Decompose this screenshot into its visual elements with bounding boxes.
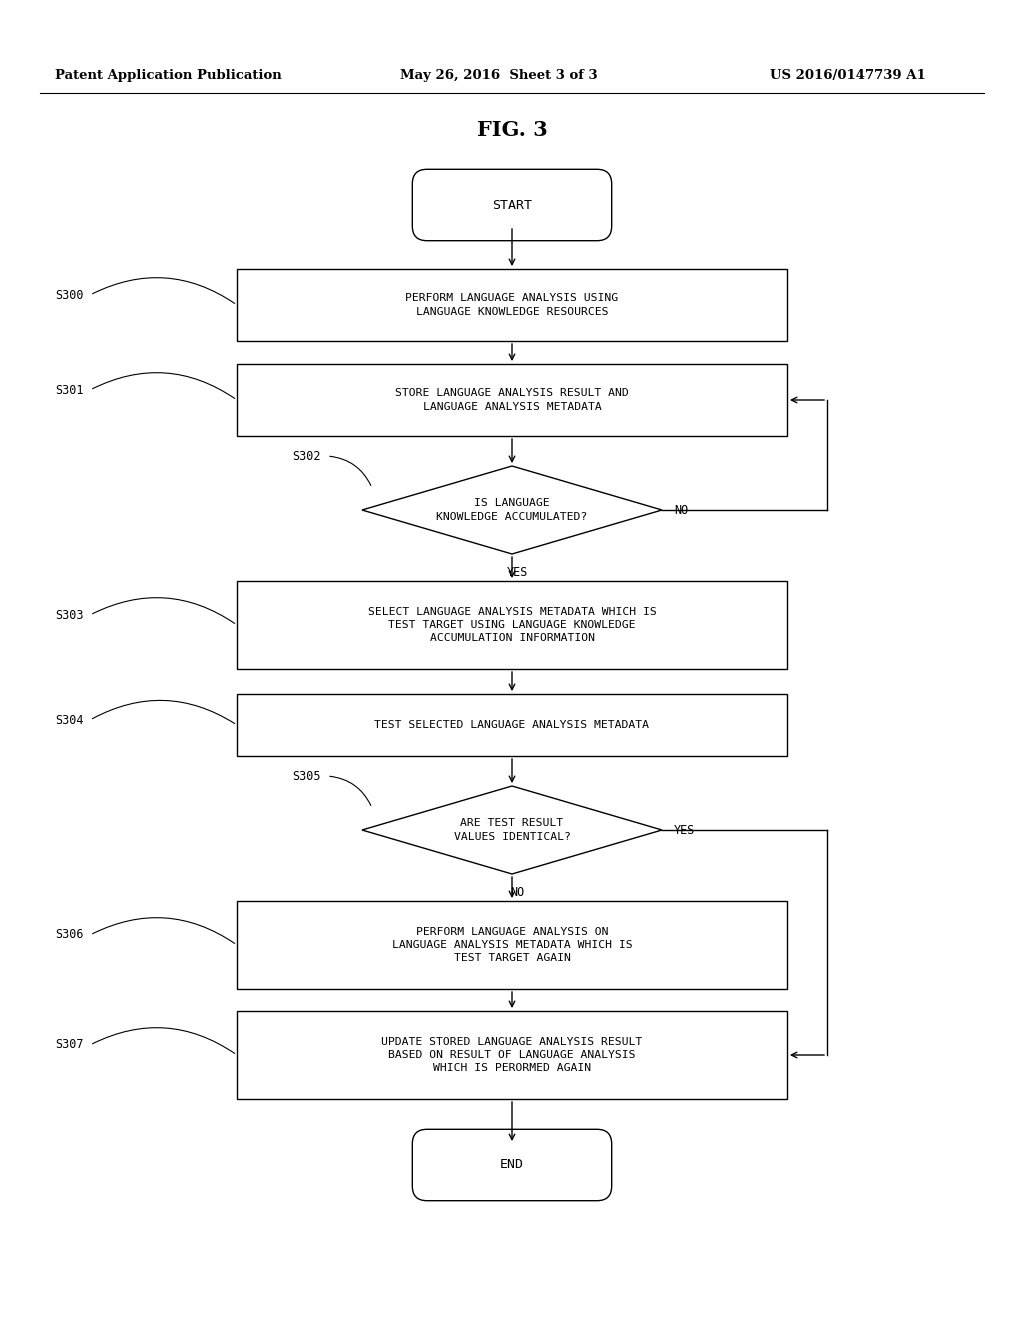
Text: PERFORM LANGUAGE ANALYSIS USING
LANGUAGE KNOWLEDGE RESOURCES: PERFORM LANGUAGE ANALYSIS USING LANGUAGE…: [406, 293, 618, 317]
Text: UPDATE STORED LANGUAGE ANALYSIS RESULT
BASED ON RESULT OF LANGUAGE ANALYSIS
WHIC: UPDATE STORED LANGUAGE ANALYSIS RESULT B…: [381, 1036, 643, 1073]
Text: S300: S300: [55, 289, 84, 301]
Text: YES: YES: [506, 565, 527, 578]
Text: YES: YES: [674, 824, 695, 837]
Text: S303: S303: [55, 609, 84, 622]
FancyBboxPatch shape: [237, 269, 787, 341]
Text: S304: S304: [55, 714, 84, 726]
Polygon shape: [362, 466, 662, 554]
Text: NO: NO: [510, 886, 524, 899]
Text: S307: S307: [55, 1039, 84, 1052]
FancyBboxPatch shape: [237, 364, 787, 436]
Text: ARE TEST RESULT
VALUES IDENTICAL?: ARE TEST RESULT VALUES IDENTICAL?: [454, 818, 570, 842]
Text: SELECT LANGUAGE ANALYSIS METADATA WHICH IS
TEST TARGET USING LANGUAGE KNOWLEDGE
: SELECT LANGUAGE ANALYSIS METADATA WHICH …: [368, 607, 656, 643]
Text: S301: S301: [55, 384, 84, 396]
Text: S306: S306: [55, 928, 84, 941]
Text: US 2016/0147739 A1: US 2016/0147739 A1: [770, 69, 926, 82]
FancyBboxPatch shape: [413, 169, 611, 240]
FancyBboxPatch shape: [237, 1011, 787, 1100]
Text: TEST SELECTED LANGUAGE ANALYSIS METADATA: TEST SELECTED LANGUAGE ANALYSIS METADATA: [375, 719, 649, 730]
FancyBboxPatch shape: [237, 902, 787, 989]
Text: START: START: [492, 198, 532, 211]
Text: FIG. 3: FIG. 3: [476, 120, 548, 140]
Text: May 26, 2016  Sheet 3 of 3: May 26, 2016 Sheet 3 of 3: [400, 69, 598, 82]
Text: STORE LANGUAGE ANALYSIS RESULT AND
LANGUAGE ANALYSIS METADATA: STORE LANGUAGE ANALYSIS RESULT AND LANGU…: [395, 388, 629, 412]
Text: S302: S302: [292, 450, 321, 462]
Text: S305: S305: [292, 770, 321, 783]
Polygon shape: [362, 785, 662, 874]
Text: Patent Application Publication: Patent Application Publication: [55, 69, 282, 82]
Text: IS LANGUAGE
KNOWLEDGE ACCUMULATED?: IS LANGUAGE KNOWLEDGE ACCUMULATED?: [436, 499, 588, 521]
FancyBboxPatch shape: [237, 581, 787, 669]
FancyBboxPatch shape: [413, 1130, 611, 1201]
Text: PERFORM LANGUAGE ANALYSIS ON
LANGUAGE ANALYSIS METADATA WHICH IS
TEST TARGET AGA: PERFORM LANGUAGE ANALYSIS ON LANGUAGE AN…: [392, 927, 632, 964]
FancyBboxPatch shape: [237, 694, 787, 756]
Text: END: END: [500, 1159, 524, 1172]
Text: NO: NO: [674, 503, 688, 516]
